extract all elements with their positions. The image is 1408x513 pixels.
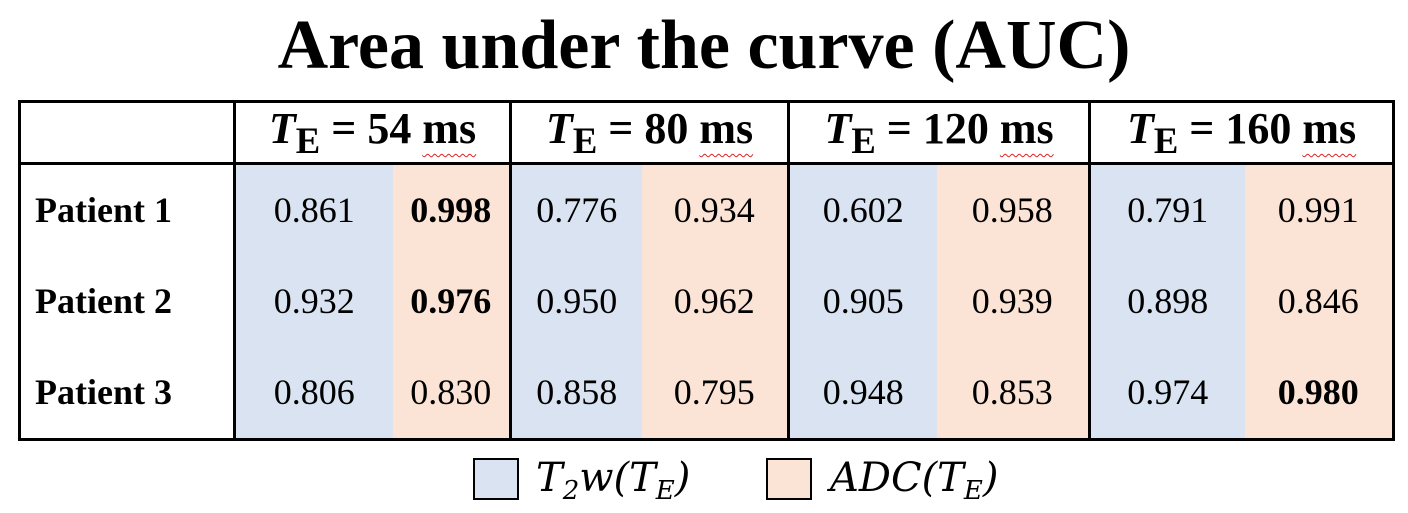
auc-cell: 0.991: [1244, 163, 1396, 256]
auc-cell: 0.932: [234, 255, 393, 347]
auc-cell: 0.602: [788, 163, 937, 256]
auc-cell: 0.806: [234, 346, 393, 441]
adc-swatch: [766, 458, 812, 500]
legend-text: w(T: [579, 455, 656, 501]
auc-cell: 0.858: [510, 346, 642, 441]
auc-cell: 0.950: [510, 255, 642, 347]
auc-cell: 0.948: [788, 346, 937, 441]
auc-cell: 0.795: [641, 346, 791, 441]
row-label: Patient 2: [18, 255, 236, 347]
legend-text: T: [536, 455, 563, 501]
auc-cell: 0.861: [234, 163, 393, 256]
legend-text: ): [982, 455, 999, 501]
te-header-160: TE = 160 ms: [1088, 100, 1396, 165]
legend: T2w(TE) ADC(TE): [0, 456, 1408, 506]
te-value: = 120: [875, 104, 1000, 153]
te-header-120: TE = 120 ms: [787, 100, 1092, 165]
auc-cell: 0.830: [392, 346, 513, 441]
te-value: = 54: [320, 104, 423, 153]
auc-cell: 0.974: [1089, 346, 1245, 441]
te-unit: ms: [999, 104, 1054, 153]
auc-table: TE = 54 ms TE = 80 ms TE = 120 ms TE = 1…: [18, 100, 1396, 441]
auc-cell: 0.958: [936, 163, 1092, 256]
auc-cell: 0.980: [1244, 346, 1396, 441]
t2w-swatch: [473, 458, 519, 500]
legend-subscript: E: [963, 476, 983, 506]
row-label: Patient 3: [18, 346, 236, 441]
t2w-legend-label: T2w(TE): [536, 456, 690, 513]
te-unit: ms: [1302, 104, 1357, 153]
corner-cell: [18, 100, 236, 165]
auc-cell: 0.939: [936, 255, 1092, 347]
adc-legend-label: ADC(TE): [830, 456, 998, 513]
auc-cell: 0.905: [788, 255, 937, 347]
legend-text: ADC(T: [830, 455, 964, 501]
page-title: Area under the curve (AUC): [277, 7, 1131, 84]
te-unit: ms: [422, 104, 477, 153]
row-label: Patient 1: [18, 163, 236, 256]
auc-cell: 0.853: [936, 346, 1092, 441]
table-row: Patient 3 0.806 0.830 0.858 0.795 0.948 …: [18, 346, 1396, 441]
legend-subscript: 2: [562, 476, 580, 506]
te-value: = 80: [597, 104, 700, 153]
te-header-54: TE = 54 ms: [232, 100, 513, 165]
table-row: Patient 1 0.861 0.998 0.776 0.934 0.602 …: [18, 163, 1396, 256]
te-symbol: T: [824, 104, 852, 153]
auc-cell: 0.934: [641, 163, 791, 256]
legend-subscript: E: [655, 476, 675, 506]
te-symbol: T: [1126, 104, 1154, 153]
te-subscript: E: [295, 119, 321, 161]
te-value: = 160: [1178, 104, 1303, 153]
te-symbol: T: [268, 104, 296, 153]
te-unit: ms: [699, 104, 754, 153]
auc-cell: 0.791: [1089, 163, 1245, 256]
te-subscript: E: [851, 119, 876, 161]
te-header-80: TE = 80 ms: [509, 100, 791, 165]
auc-cell: 0.776: [510, 163, 642, 256]
te-subscript: E: [1153, 119, 1179, 161]
table-row: Patient 2 0.932 0.976 0.950 0.962 0.905 …: [18, 255, 1396, 347]
auc-cell: 0.898: [1089, 255, 1245, 347]
legend-text: ): [674, 455, 691, 501]
header-row: TE = 54 ms TE = 80 ms TE = 120 ms TE = 1…: [18, 100, 1396, 165]
auc-cell: 0.846: [1244, 255, 1396, 347]
auc-cell: 0.998: [392, 163, 513, 256]
auc-cell: 0.976: [392, 255, 513, 347]
auc-cell: 0.962: [641, 255, 791, 347]
te-symbol: T: [545, 104, 573, 153]
te-subscript: E: [572, 119, 598, 161]
